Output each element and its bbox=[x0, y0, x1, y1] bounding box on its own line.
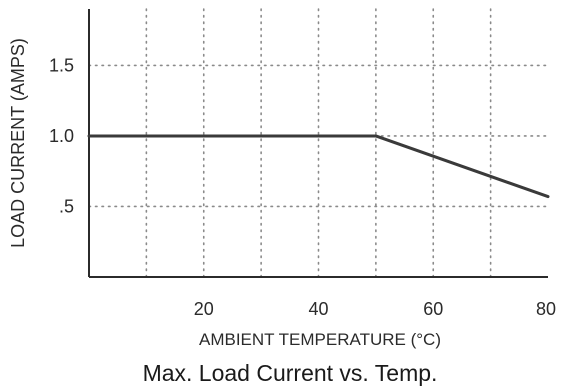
series bbox=[87, 134, 550, 199]
y-tick-label: 1.5 bbox=[49, 55, 74, 75]
x-tick-label: 20 bbox=[194, 299, 214, 319]
series-line bbox=[87, 134, 550, 199]
chart-title: Max. Load Current vs. Temp. bbox=[143, 360, 438, 386]
x-axis-title: AMBIENT TEMPERATURE (°C) bbox=[199, 330, 441, 349]
x-tick-label: 40 bbox=[308, 299, 328, 319]
x-tick-label: 60 bbox=[423, 299, 443, 319]
axes bbox=[88, 9, 548, 278]
tick-labels: 20 40 60 80 .5 1.0 1.5 bbox=[49, 55, 556, 319]
y-axis-title: LOAD CURRENT (AMPS) bbox=[8, 38, 28, 248]
x-tick-label: 80 bbox=[536, 299, 556, 319]
y-tick-label: .5 bbox=[59, 196, 74, 216]
grid bbox=[88, 8, 549, 278]
y-tick-label: 1.0 bbox=[49, 126, 74, 146]
